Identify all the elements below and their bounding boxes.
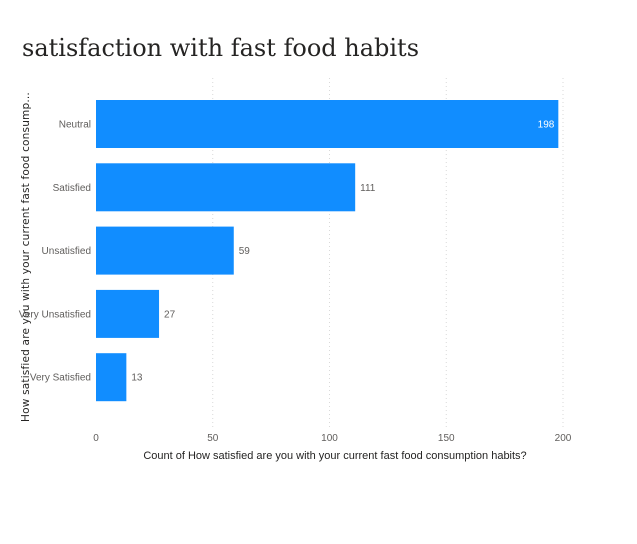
x-tick-label: 200 (555, 433, 572, 444)
data-label: 13 (131, 373, 143, 384)
category-label: Neutral (59, 120, 91, 131)
bar (96, 353, 127, 402)
bar (96, 226, 234, 275)
category-label: Satisfied (53, 183, 91, 194)
data-label: 27 (164, 309, 176, 320)
bar (96, 163, 356, 212)
x-tick-label: 100 (321, 433, 338, 444)
bar (96, 100, 559, 148)
category-label: Very Unsatisfied (19, 309, 91, 320)
x-tick-label: 0 (93, 433, 99, 444)
chart-title: satisfaction with fast food habits (22, 34, 420, 62)
data-label: 111 (360, 183, 376, 194)
data-label: 198 (538, 120, 555, 131)
category-label: Very Satisfied (30, 373, 91, 384)
x-axis-title: Count of How satisfied are you with your… (143, 450, 526, 462)
bar (96, 289, 160, 338)
x-tick-label: 50 (207, 433, 219, 444)
category-label: Unsatisfied (42, 246, 91, 257)
data-label: 59 (239, 246, 251, 257)
x-tick-label: 150 (438, 433, 455, 444)
